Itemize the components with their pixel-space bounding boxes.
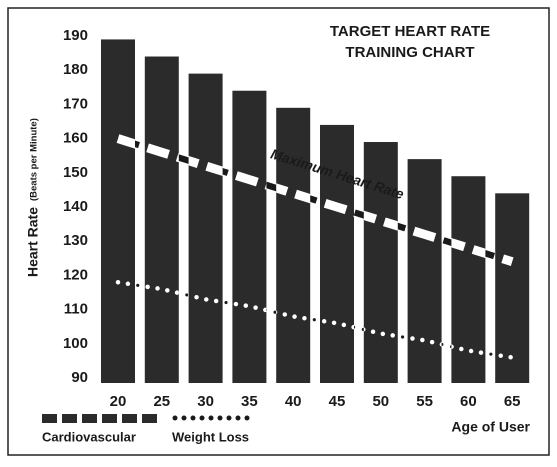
y-tick-label: 100 bbox=[63, 335, 88, 352]
legend-item: Weight Loss bbox=[172, 415, 250, 444]
legend-label: Weight Loss bbox=[172, 429, 249, 444]
bar bbox=[363, 142, 398, 383]
x-tick-label: 50 bbox=[372, 393, 389, 410]
line-outside-bars bbox=[117, 135, 514, 265]
y-tick-label: 120 bbox=[63, 266, 88, 283]
legend-swatch bbox=[181, 415, 187, 421]
bar bbox=[101, 39, 135, 384]
legend-swatch bbox=[42, 414, 57, 423]
legend-swatch bbox=[142, 414, 157, 423]
y-tick-label: 90 bbox=[71, 369, 88, 386]
legend-item: Cardiovascular bbox=[42, 414, 157, 444]
x-axis-label: Age of User bbox=[451, 419, 530, 435]
x-tick-label: 65 bbox=[504, 393, 521, 410]
y-tick-label: 170 bbox=[63, 95, 88, 112]
legend-swatch bbox=[235, 415, 241, 421]
legend-swatch bbox=[208, 415, 214, 421]
bar bbox=[495, 193, 530, 383]
y-tick-label: 130 bbox=[63, 232, 88, 249]
legend-swatch bbox=[62, 414, 77, 423]
x-tick-label: 40 bbox=[285, 393, 302, 410]
y-axis-label: Heart Rate bbox=[25, 207, 41, 277]
bar bbox=[144, 56, 179, 384]
legend-label: Cardiovascular bbox=[42, 429, 136, 444]
x-tick-label: 60 bbox=[460, 393, 477, 410]
bar bbox=[320, 124, 354, 384]
legend-swatch bbox=[102, 414, 117, 423]
y-tick-label: 180 bbox=[63, 61, 88, 78]
y-tick-label: 110 bbox=[64, 301, 88, 318]
legend-swatch bbox=[190, 415, 196, 421]
x-tick-label: 55 bbox=[416, 393, 433, 410]
legend-swatch bbox=[226, 415, 232, 421]
legend-swatch bbox=[122, 414, 137, 423]
y-tick-label: 160 bbox=[63, 130, 88, 147]
bar bbox=[451, 176, 486, 383]
bar bbox=[407, 159, 442, 383]
chart-title: TRAINING CHART bbox=[345, 44, 474, 61]
y-axis-unit: (Beats per Minute) bbox=[29, 118, 40, 201]
bar bbox=[188, 73, 223, 384]
x-tick-label: 20 bbox=[110, 393, 127, 410]
y-tick-label: 190 bbox=[63, 27, 88, 44]
x-tick-label: 45 bbox=[329, 393, 346, 410]
legend-swatch bbox=[244, 415, 250, 421]
bar bbox=[276, 107, 311, 383]
legend-swatch bbox=[199, 415, 205, 421]
legend-swatch bbox=[172, 415, 178, 421]
y-tick-label: 150 bbox=[63, 164, 88, 181]
x-tick-label: 30 bbox=[197, 393, 214, 410]
x-tick-label: 35 bbox=[241, 393, 258, 410]
legend-swatch bbox=[217, 415, 223, 421]
chart-title: TARGET HEART RATE bbox=[330, 23, 490, 40]
y-tick-label: 140 bbox=[63, 198, 88, 215]
bar bbox=[232, 90, 267, 383]
line-outside-bars bbox=[116, 280, 514, 360]
x-tick-label: 25 bbox=[153, 393, 170, 410]
legend-swatch bbox=[82, 414, 97, 423]
